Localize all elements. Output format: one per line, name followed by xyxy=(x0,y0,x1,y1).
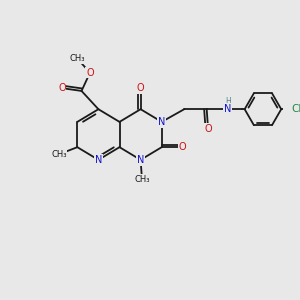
Text: CH₃: CH₃ xyxy=(134,175,150,184)
Text: CH₃: CH₃ xyxy=(70,54,85,63)
Text: H: H xyxy=(225,97,231,106)
Text: N: N xyxy=(158,117,165,127)
Text: O: O xyxy=(179,142,187,152)
Text: CH₃: CH₃ xyxy=(51,150,67,159)
Text: O: O xyxy=(204,124,212,134)
Text: Cl: Cl xyxy=(292,104,300,114)
Text: O: O xyxy=(137,83,144,93)
Text: O: O xyxy=(86,68,94,78)
Text: N: N xyxy=(95,155,102,165)
Text: O: O xyxy=(58,83,66,93)
Text: N: N xyxy=(137,155,144,165)
Text: N: N xyxy=(224,104,232,114)
